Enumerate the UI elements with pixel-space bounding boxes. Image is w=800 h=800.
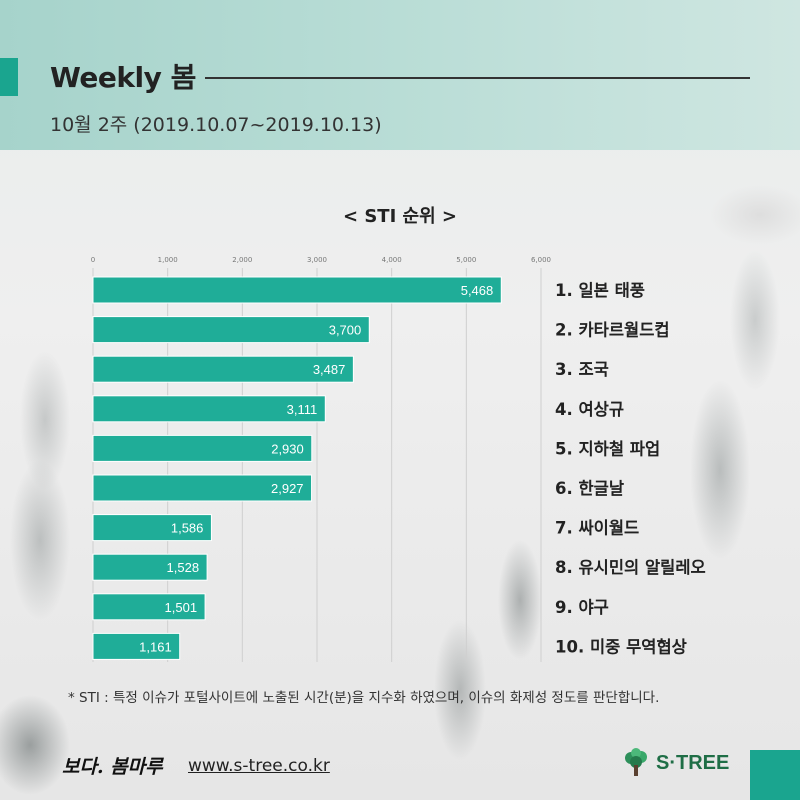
bar-value-label: 3,700 xyxy=(329,323,362,338)
bar xyxy=(92,434,313,462)
bar xyxy=(92,474,313,502)
footnote: * STI : 특정 이슈가 포털사이트에 노출된 시간(분)을 지수화 하였으… xyxy=(68,690,660,706)
category-label: 6. 한글날 xyxy=(555,479,624,498)
brand-signature: 보다. 봄마루 xyxy=(62,756,163,778)
bar-value-label: 1,586 xyxy=(171,521,204,536)
bar-value-label: 1,528 xyxy=(167,560,200,575)
bar-value-label: 3,487 xyxy=(313,362,346,377)
header-band xyxy=(0,0,800,150)
page-title: Weekly 봄 xyxy=(50,61,196,94)
bar xyxy=(92,355,354,383)
category-label: 2. 카타르월드컵 xyxy=(555,320,670,340)
x-tick-label: 1,000 xyxy=(158,256,178,264)
bar xyxy=(92,514,212,542)
x-tick-label: 4,000 xyxy=(382,256,402,264)
bar-value-label: 2,930 xyxy=(271,441,304,456)
x-tick-label: 0 xyxy=(91,256,95,264)
bar-value-label: 1,161 xyxy=(139,639,172,654)
value-labels: 5,468 3,700 3,487 3,111 2,930 2,927 1,586 1,528… xyxy=(139,283,493,654)
category-label: 10. 미중 무역협상 xyxy=(555,636,687,656)
x-tick-label: 2,000 xyxy=(232,256,252,264)
header-accent-tab xyxy=(0,58,18,96)
bar xyxy=(92,632,181,660)
corner-accent-block xyxy=(750,750,800,800)
bar xyxy=(92,395,326,423)
category-labels: 1. 일본 태풍 2. 카타르월드컵 3. 조국 4. 여상규 5. 지하철 파업 6. … xyxy=(555,281,706,656)
tree-icon xyxy=(625,748,647,776)
bar-value-label: 3,111 xyxy=(287,402,318,417)
logo-text: S·TREE xyxy=(656,751,730,774)
title-rule xyxy=(205,77,750,79)
bar xyxy=(92,316,370,344)
x-axis-ticks: 0 1,000 2,000 3,000 4,000 5,000 6,000 xyxy=(91,256,551,264)
site-url-link[interactable]: www.s-tree.co.kr xyxy=(188,756,330,776)
category-label: 8. 유시민의 알릴레오 xyxy=(555,558,706,577)
sti-bar-chart: 0 1,000 2,000 3,000 4,000 5,000 6,000 5,468 3,7… xyxy=(91,256,706,662)
stree-logo: S·TREE xyxy=(622,748,729,778)
x-tick-label: 5,000 xyxy=(456,256,476,264)
category-label: 9. 야구 xyxy=(555,598,609,617)
bar-value-label: 5,468 xyxy=(461,283,494,298)
bar-value-label: 2,927 xyxy=(271,481,304,496)
category-label: 1. 일본 태풍 xyxy=(555,281,645,300)
category-label: 5. 지하철 파업 xyxy=(555,439,660,458)
category-label: 4. 여상규 xyxy=(555,400,624,419)
category-label: 3. 조국 xyxy=(555,360,609,379)
page-subtitle: 10월 2주 (2019.10.07~2019.10.13) xyxy=(50,114,382,136)
x-tick-label: 6,000 xyxy=(531,256,551,264)
bar xyxy=(92,593,206,621)
category-label: 7. 싸이월드 xyxy=(555,519,639,538)
bar xyxy=(92,276,502,304)
x-tick-label: 3,000 xyxy=(307,256,327,264)
bar-value-label: 1,501 xyxy=(165,600,198,615)
chart-title: < STI 순위 > xyxy=(342,206,458,227)
bar xyxy=(92,553,208,581)
chart-bars xyxy=(92,276,502,660)
